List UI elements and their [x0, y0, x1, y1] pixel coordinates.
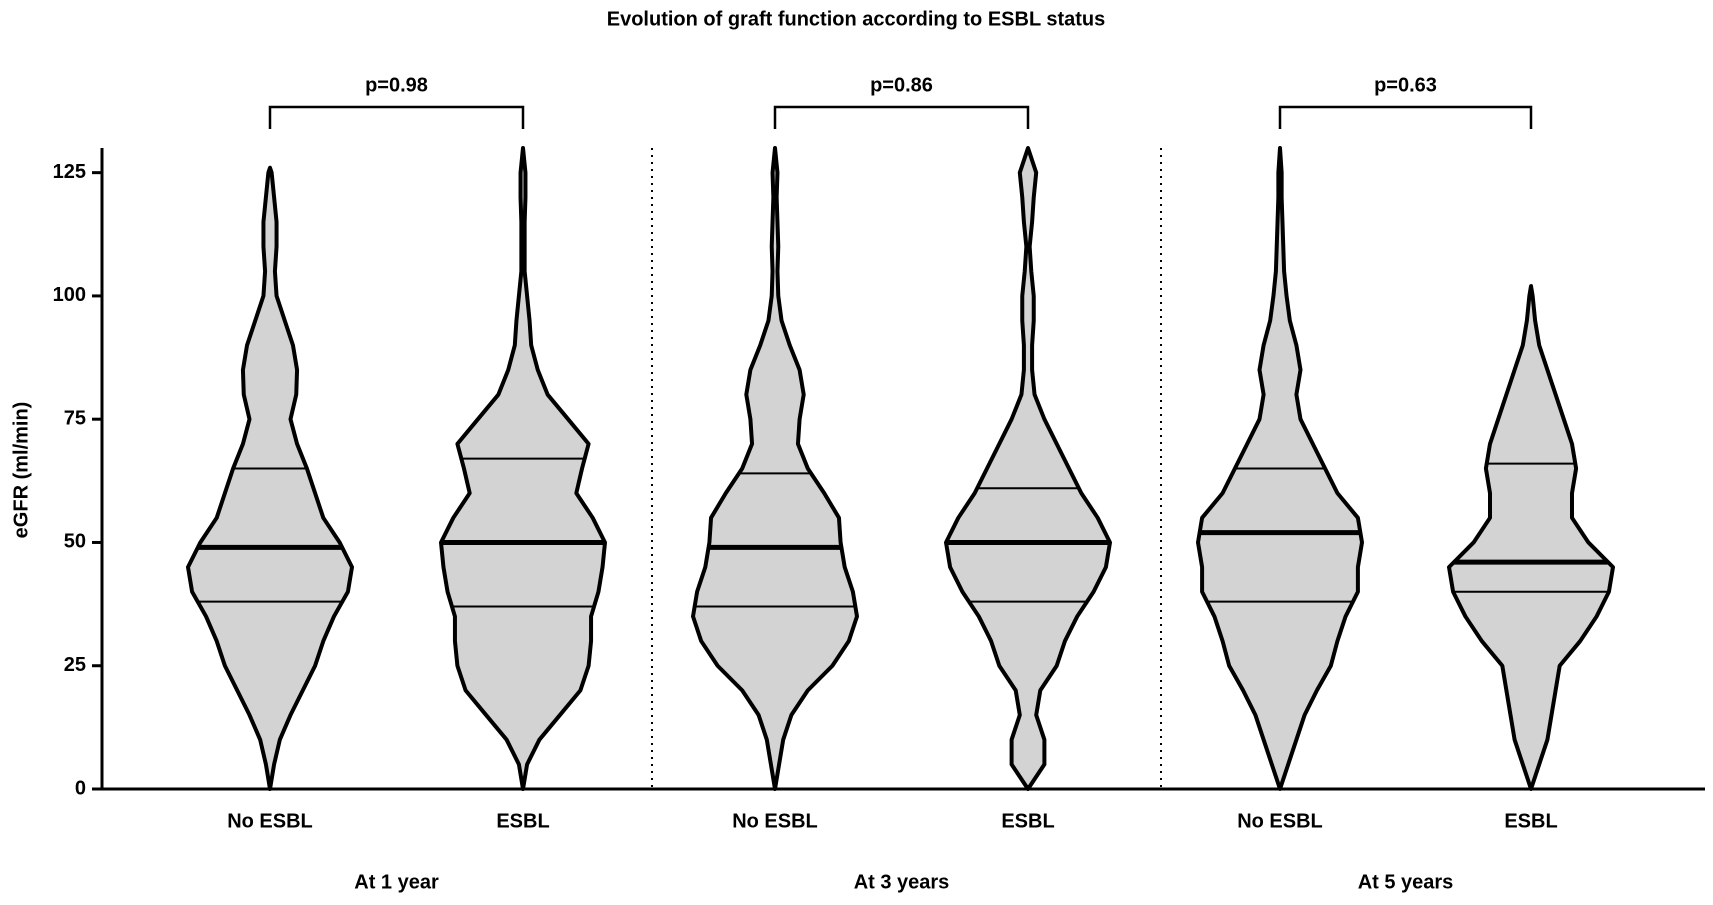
x-tick-label: ESBL [1001, 810, 1054, 832]
p-value-label: p=0.98 [365, 74, 428, 96]
x-tick-label: No ESBL [227, 810, 313, 832]
y-axis-label: eGFR (ml/min) [10, 402, 32, 539]
group-label: At 3 years [854, 871, 950, 893]
group-label: At 1 year [354, 871, 439, 893]
y-tick-label: 100 [53, 284, 86, 306]
significance-bracket [268, 105, 525, 129]
y-tick-label: 0 [75, 777, 86, 799]
p-value-label: p=0.86 [870, 74, 933, 96]
group-label: At 5 years [1358, 871, 1454, 893]
y-tick-label: 125 [53, 161, 86, 183]
violin [1447, 284, 1615, 791]
y-tick-label: 75 [64, 407, 86, 429]
significance-bracket [1278, 105, 1533, 129]
y-tick-label: 50 [64, 531, 86, 553]
violin [439, 146, 607, 791]
significance-bracket [773, 105, 1030, 129]
x-tick-label: No ESBL [1237, 810, 1323, 832]
p-value-label: p=0.63 [1374, 74, 1437, 96]
chart-title: Evolution of graft function according to… [607, 8, 1106, 30]
violin [691, 146, 859, 791]
x-tick-label: No ESBL [732, 810, 818, 832]
x-tick-label: ESBL [1504, 810, 1557, 832]
violin [944, 146, 1112, 791]
x-tick-label: ESBL [496, 810, 549, 832]
violin [186, 165, 354, 791]
y-tick-label: 25 [64, 654, 86, 676]
